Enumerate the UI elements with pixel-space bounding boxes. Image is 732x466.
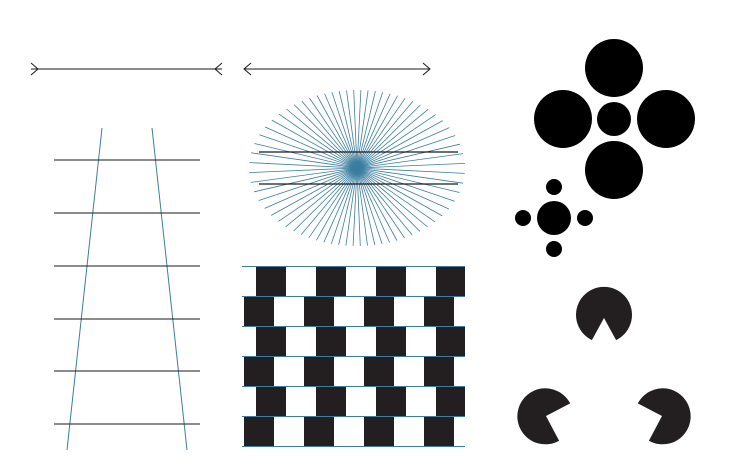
cafe-wall-tile xyxy=(316,327,346,356)
ebbinghaus-surround-circle-large xyxy=(585,39,643,97)
cafe-wall-mortar-lines xyxy=(242,266,465,447)
ebbinghaus-surround-circle-small xyxy=(515,210,531,226)
cafe-wall-tiles xyxy=(244,267,465,446)
ebbinghaus-large-context xyxy=(534,39,695,199)
muller-lyer-line-inward xyxy=(30,62,223,76)
cafe-wall-tile xyxy=(424,357,454,386)
kanizsa-pacman-top xyxy=(576,286,633,341)
muller-lyer-fin-left xyxy=(30,62,39,76)
cafe-wall-tile xyxy=(256,327,286,356)
cafe-wall-tile xyxy=(424,297,454,326)
cafe-wall-tile xyxy=(376,387,406,416)
muller-lyer-line-outward xyxy=(243,62,431,76)
cafe-wall-tile xyxy=(364,417,394,446)
muller-lyer-arrowhead-right xyxy=(422,62,431,76)
muller-lyer-illusion xyxy=(30,62,431,76)
cafe-wall-tile xyxy=(424,417,454,446)
kanizsa-pacman-bottom-left xyxy=(517,388,571,445)
cafe-wall-tile xyxy=(244,417,274,446)
ebbinghaus-surround-circle-large xyxy=(534,90,592,148)
hering-rays xyxy=(249,89,465,247)
ponzo-rail-right xyxy=(151,127,188,451)
cafe-wall-illusion xyxy=(242,266,465,447)
cafe-wall-tile xyxy=(436,327,465,356)
cafe-wall-tile xyxy=(436,267,465,296)
cafe-wall-tile xyxy=(364,297,394,326)
ebbinghaus-center-circle-large-context xyxy=(597,102,631,136)
ebbinghaus-surround-circle-large xyxy=(637,90,695,148)
cafe-wall-tile xyxy=(304,417,334,446)
ponzo-rail-left xyxy=(66,127,103,451)
kanizsa-triangle-illusion xyxy=(517,286,691,445)
cafe-wall-tile xyxy=(364,357,394,386)
cafe-wall-tile xyxy=(244,297,274,326)
cafe-wall-tile xyxy=(256,267,286,296)
cafe-wall-tile xyxy=(376,267,406,296)
ponzo-ladder-illusion xyxy=(54,127,200,451)
ebbinghaus-small-context xyxy=(515,179,593,257)
cafe-wall-tile xyxy=(256,387,286,416)
cafe-wall-tile xyxy=(376,327,406,356)
kanizsa-pacman-bottom-right xyxy=(637,388,691,445)
muller-lyer-arrowhead-left xyxy=(243,62,252,76)
hering-illusion xyxy=(249,89,465,247)
cafe-wall-tile xyxy=(244,357,274,386)
cafe-wall-tile xyxy=(316,387,346,416)
hering-ray xyxy=(249,163,465,173)
ebbinghaus-surround-circle-large xyxy=(585,141,643,199)
cafe-wall-tile xyxy=(304,297,334,326)
cafe-wall-tile xyxy=(304,357,334,386)
ebbinghaus-surround-circle-small xyxy=(577,210,593,226)
muller-lyer-fin-right xyxy=(214,62,223,76)
ebbinghaus-surround-circle-small xyxy=(546,179,562,195)
cafe-wall-tile xyxy=(316,267,346,296)
ebbinghaus-surround-circle-small xyxy=(546,241,562,257)
ebbinghaus-center-circle-small-context xyxy=(537,201,571,235)
ebbinghaus-illusion xyxy=(515,39,695,257)
cafe-wall-tile xyxy=(436,387,465,416)
